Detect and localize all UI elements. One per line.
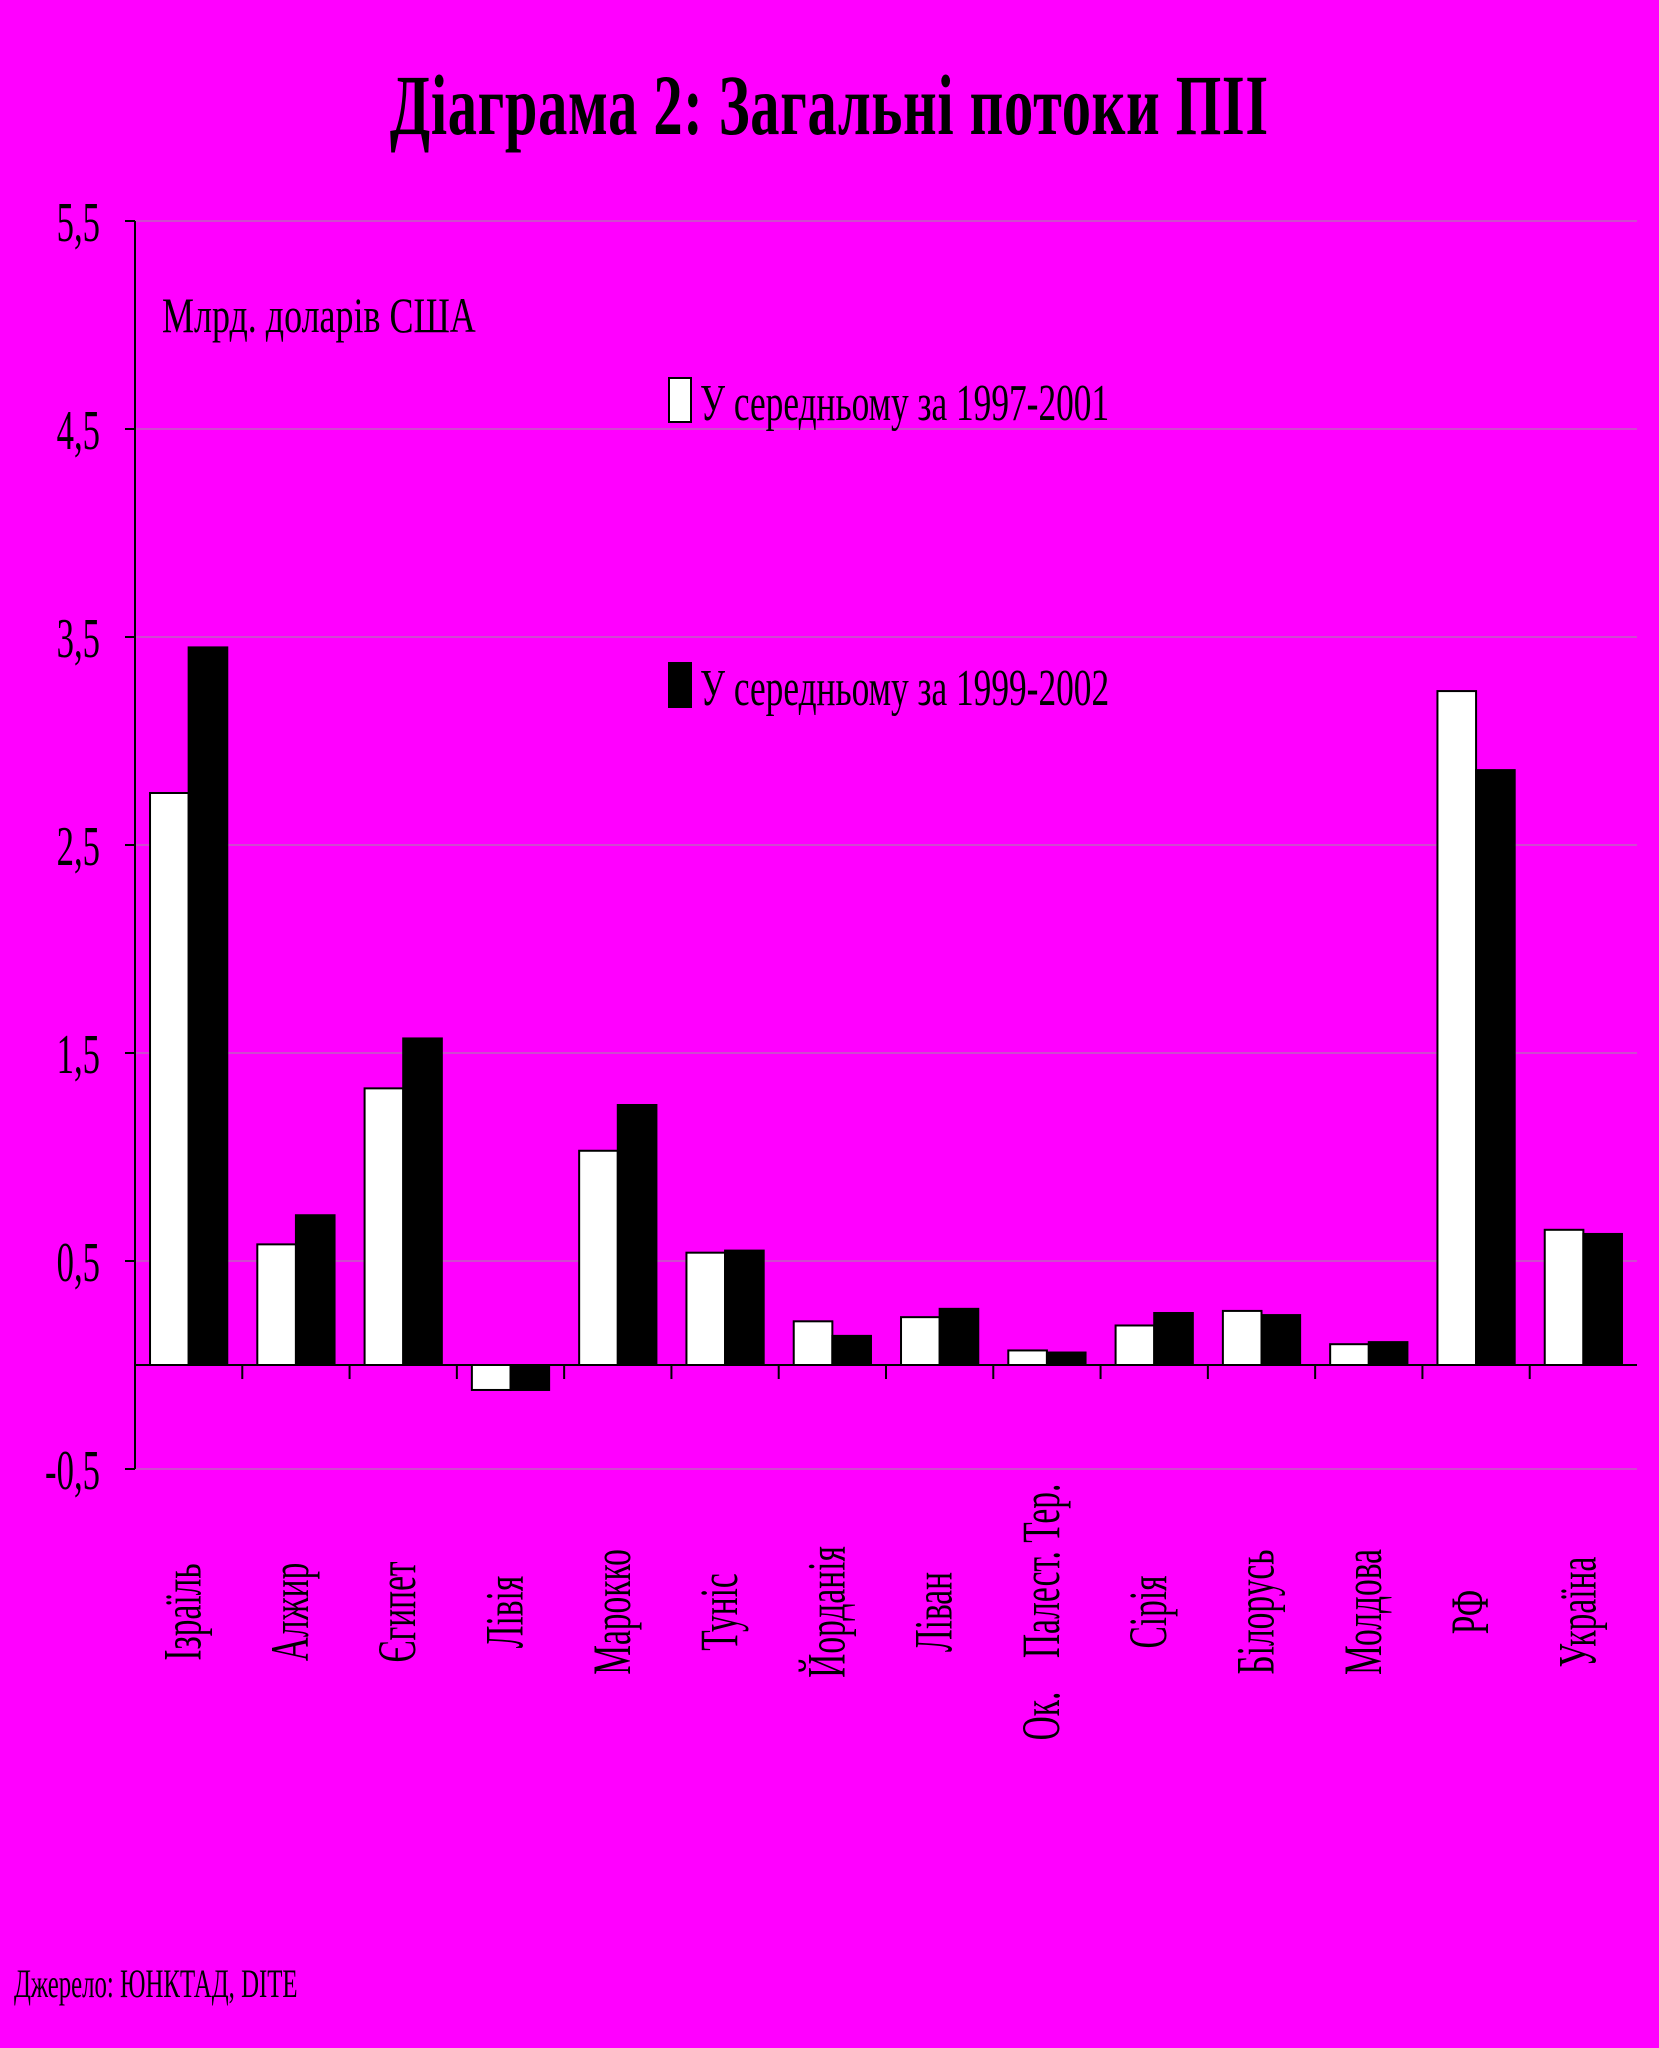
bar-1 xyxy=(900,1316,941,1367)
bar-1 xyxy=(685,1251,727,1367)
bar-1 xyxy=(149,792,190,1366)
unit-label: Млрд. доларів США xyxy=(162,288,476,343)
bar-2 xyxy=(938,1307,980,1366)
category-label: Ліван xyxy=(904,1572,964,1652)
bar-2 xyxy=(1582,1232,1623,1366)
bar-2 xyxy=(1153,1312,1194,1366)
legend: У середньому за 1997-2001 У середньому з… xyxy=(668,373,1109,717)
axes: 5,5 4,5 3,5 2,5 1,5 0,5 -0,5 xyxy=(45,192,1637,1503)
y-tick-label: 4,5 xyxy=(57,400,100,463)
category-label: Алжир xyxy=(260,1563,320,1662)
bar-2 xyxy=(724,1249,765,1366)
category-label: Сірія xyxy=(1118,1575,1178,1648)
y-tick-label: 3,5 xyxy=(57,608,100,671)
legend-swatch-series-1 xyxy=(668,377,692,423)
bar-1 xyxy=(1007,1349,1048,1366)
y-tick-label: 0,5 xyxy=(57,1232,100,1295)
category-label: Лівія xyxy=(474,1576,534,1648)
bar-2 xyxy=(1367,1341,1409,1366)
gridlines xyxy=(135,220,1637,1470)
bar-2 xyxy=(294,1214,336,1366)
y-tick-label: 1,5 xyxy=(57,1024,100,1087)
bar-1 xyxy=(1221,1309,1263,1367)
bar-1 xyxy=(1329,1343,1370,1366)
bar-1 xyxy=(578,1149,619,1367)
category-label: Йорданія xyxy=(796,1546,856,1678)
category-labels: Ізраїль Алжир Єгипет Лівія Марокко Туніс Йорда… xyxy=(153,1484,1608,1741)
bar-2 xyxy=(1475,769,1516,1366)
bar-2 xyxy=(616,1104,658,1366)
bar-2 xyxy=(509,1364,551,1391)
bar-1 xyxy=(1543,1228,1585,1367)
category-label: Туніс xyxy=(689,1573,749,1651)
bar-2 xyxy=(831,1334,872,1367)
category-label: Ок. Палест. Тер. xyxy=(1011,1484,1071,1741)
legend-label-series-2: У середньому за 1999-2002 xyxy=(700,658,1109,716)
y-tick-label: 2,5 xyxy=(57,816,100,879)
bar-1 xyxy=(792,1320,834,1366)
category-label: РФ xyxy=(1440,1590,1500,1634)
bar-2 xyxy=(1045,1351,1087,1367)
legend-swatch-series-2 xyxy=(668,662,692,708)
category-label: Білорусь xyxy=(1225,1549,1285,1674)
bar-2 xyxy=(1260,1314,1302,1366)
category-label: Марокко xyxy=(582,1549,642,1675)
bar-1 xyxy=(363,1087,405,1366)
bars xyxy=(149,646,1623,1391)
bar-1 xyxy=(470,1364,512,1391)
bar-1 xyxy=(1436,690,1478,1366)
chart-title: Діаграма 2: Загальні потоки ПІІ xyxy=(389,57,1269,153)
bar-1 xyxy=(256,1243,297,1366)
category-label: Ізраїль xyxy=(153,1563,213,1660)
bar-1 xyxy=(1114,1324,1156,1366)
source-note: Джерело: ЮНКТАД, DITE xyxy=(14,1961,298,2006)
bar-2 xyxy=(402,1037,443,1366)
bar-2 xyxy=(187,646,229,1366)
legend-label-series-1: У середньому за 1997-2001 xyxy=(700,373,1109,431)
y-tick-label: -0,5 xyxy=(45,1440,100,1503)
y-tick-label: 5,5 xyxy=(57,192,100,255)
category-label: Україна xyxy=(1547,1557,1607,1668)
category-label: Єгипет xyxy=(367,1561,427,1662)
category-label: Молдова xyxy=(1333,1549,1393,1675)
